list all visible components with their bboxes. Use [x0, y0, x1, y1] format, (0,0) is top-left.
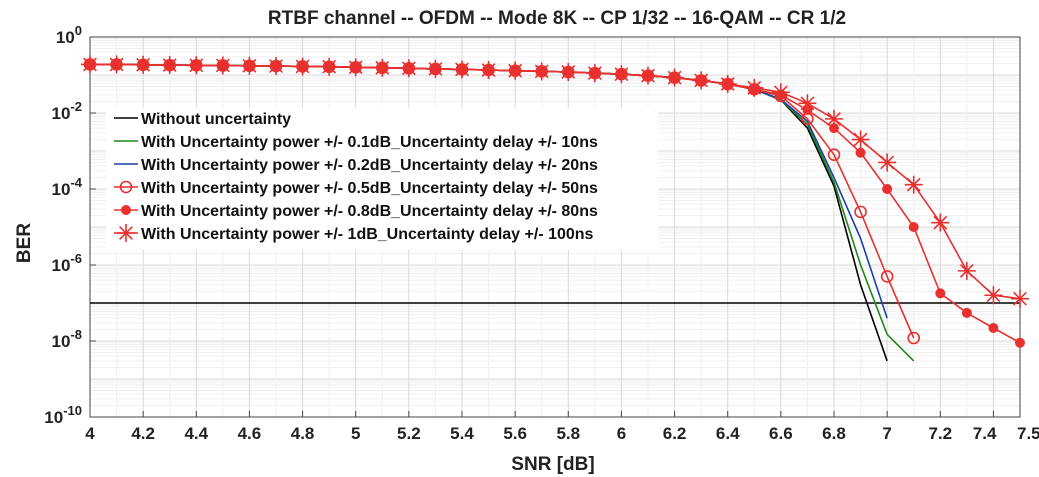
- y-tick-label: 10-8: [52, 327, 82, 351]
- legend-item: With Uncertainty power +/- 0.2dB_Uncerta…: [114, 157, 598, 174]
- legend-marker: [117, 224, 135, 242]
- x-tick-label: 4.4: [184, 424, 208, 443]
- x-tick-label: 7.5: [1017, 424, 1039, 443]
- series-layer: [81, 55, 1029, 362]
- data-point: [346, 58, 365, 77]
- x-tick-label: 4.6: [238, 424, 262, 443]
- data-point: [639, 66, 657, 85]
- data-point: [240, 56, 259, 75]
- data-point: [878, 153, 897, 172]
- x-tick-label: 5.8: [556, 424, 580, 443]
- data-point: [426, 59, 445, 78]
- legend-label: Without uncertainty: [141, 111, 291, 128]
- data-point: [373, 58, 392, 77]
- legend-item: With Uncertainty power +/- 1dB_Uncertain…: [114, 224, 594, 243]
- data-point: [160, 56, 179, 75]
- data-point: [665, 68, 684, 87]
- legend-item: Without uncertainty: [114, 111, 291, 128]
- legend-box: [106, 108, 658, 250]
- legend-label: With Uncertainty power +/- 1dB_Uncertain…: [141, 226, 594, 243]
- data-point: [825, 109, 843, 128]
- data-point: [585, 64, 604, 83]
- x-tick-label: 5: [351, 424, 360, 443]
- data-point: [532, 62, 551, 81]
- y-tick-label: 10-2: [52, 99, 82, 123]
- legend-label: With Uncertainty power +/- 0.2dB_Uncerta…: [141, 157, 598, 174]
- legend-label: With Uncertainty power +/- 0.5dB_Uncerta…: [141, 180, 598, 197]
- legend-marker: [119, 180, 133, 194]
- data-point: [984, 286, 1003, 305]
- x-tick-label: 5.6: [503, 424, 527, 443]
- x-tick-label: 5.2: [397, 424, 421, 443]
- data-point: [880, 270, 894, 283]
- data-point: [957, 261, 976, 280]
- legend: Without uncertainty With Uncertainty powe…: [106, 108, 658, 250]
- data-point: [479, 61, 498, 80]
- x-tick-label: 4: [85, 424, 95, 443]
- data-point: [399, 59, 418, 78]
- x-tick-label: 4.2: [131, 424, 155, 443]
- data-point: [855, 147, 866, 158]
- data-point: [718, 74, 737, 93]
- data-point: [506, 61, 525, 80]
- legend-item: With Uncertainty power +/- 0.1dB_Uncerta…: [114, 134, 598, 151]
- data-point: [559, 62, 578, 81]
- data-point: [320, 57, 339, 76]
- x-tick-label: 4.8: [291, 424, 315, 443]
- data-point: [692, 71, 711, 90]
- x-tick-label: 7: [882, 424, 891, 443]
- data-point: [293, 57, 312, 76]
- x-tick-label: 6.8: [822, 424, 846, 443]
- x-tick-label: 6: [617, 424, 626, 443]
- data-point: [134, 55, 153, 74]
- chart-title: RTBF channel -- OFDM -- Mode 8K -- CP 1/…: [268, 8, 846, 29]
- x-tick-label: 6.4: [716, 424, 740, 443]
- data-point: [988, 322, 999, 333]
- data-point: [908, 222, 919, 232]
- legend-marker: [121, 205, 131, 215]
- data-point: [187, 56, 206, 75]
- y-tick-label: 10-10: [44, 403, 82, 427]
- data-point: [612, 65, 631, 84]
- legend-label: With Uncertainty power +/- 0.1dB_Uncerta…: [141, 134, 598, 151]
- y-axis-label: BER: [14, 223, 35, 263]
- data-point: [771, 83, 790, 102]
- x-axis-ticks: 4 4.2 4.4 4.6 4.8 5 5.2 5.4 5.6 5.8 6 6.2 6.4 6.6 6.8 7…: [85, 411, 1039, 443]
- data-point: [904, 175, 923, 194]
- data-point: [907, 331, 921, 345]
- data-point: [827, 148, 841, 161]
- x-tick-label: 7.4: [973, 424, 997, 443]
- data-point: [935, 288, 946, 299]
- x-tick-label: 6.6: [769, 424, 793, 443]
- x-axis-label: SNR [dB]: [511, 454, 594, 475]
- data-point: [81, 55, 99, 74]
- series-6: [81, 55, 1029, 308]
- data-point: [745, 78, 764, 97]
- data-point: [961, 307, 972, 318]
- x-tick-label: 5.4: [450, 424, 474, 443]
- x-tick-label: 7.2: [928, 424, 952, 443]
- y-tick-label: 100: [56, 23, 82, 47]
- legend-item: With Uncertainty power +/- 0.8dB_Uncerta…: [114, 203, 598, 220]
- data-point: [882, 184, 893, 194]
- y-tick-label: 10-6: [52, 251, 82, 275]
- legend-item: With Uncertainty power +/- 0.5dB_Uncerta…: [114, 180, 598, 197]
- x-tick-label: 6.2: [663, 424, 687, 443]
- plot-frame: [89, 36, 1021, 418]
- data-point: [851, 130, 870, 149]
- y-axis-ticks: 100 10-2 10-4 10-6 10-8 10-10: [44, 23, 96, 427]
- data-point: [1015, 337, 1025, 348]
- data-point: [107, 55, 126, 74]
- data-point: [931, 213, 950, 232]
- legend-label: With Uncertainty power +/- 0.8dB_Uncerta…: [141, 203, 598, 220]
- data-point: [798, 94, 817, 113]
- data-point: [213, 56, 232, 75]
- data-point: [1011, 289, 1029, 308]
- data-point: [453, 60, 471, 79]
- data-point: [267, 57, 285, 76]
- data-point: [854, 205, 867, 219]
- y-tick-label: 10-4: [52, 175, 83, 199]
